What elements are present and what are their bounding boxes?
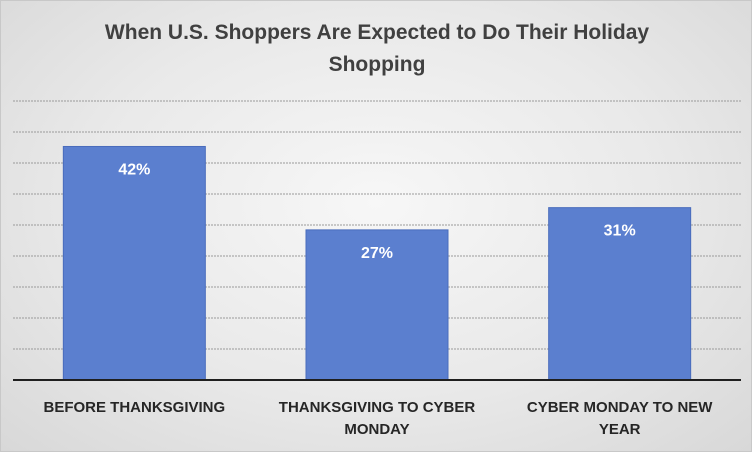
bars: [62, 145, 692, 381]
data-label-1: 27%: [361, 245, 393, 262]
category-labels: BEFORE THANKSGIVING THANKSGIVING TO CYBER…: [43, 399, 713, 438]
data-labels: 42% 27% 31%: [118, 161, 635, 261]
bar-2: [548, 207, 692, 381]
bar-1: [305, 229, 449, 381]
data-label-2: 31%: [604, 223, 636, 240]
bar-0: [62, 145, 206, 381]
category-label-0-line-0: BEFORE THANKSGIVING: [43, 399, 225, 416]
chart-title: When U.S. Shoppers Are Expected to Do Th…: [104, 21, 650, 76]
category-label-1-line-0: THANKSGIVING TO CYBER: [279, 399, 476, 416]
category-label-1: THANKSGIVING TO CYBER MONDAY: [279, 399, 476, 438]
category-label-2-line-0: CYBER MONDAY TO NEW: [527, 399, 713, 416]
category-label-2: CYBER MONDAY TO NEW YEAR: [527, 399, 713, 438]
data-label-0: 42%: [118, 161, 150, 178]
category-label-1-line-1: MONDAY: [344, 421, 409, 438]
category-label-0: BEFORE THANKSGIVING: [43, 399, 225, 416]
category-label-2-line-1: YEAR: [599, 421, 641, 438]
